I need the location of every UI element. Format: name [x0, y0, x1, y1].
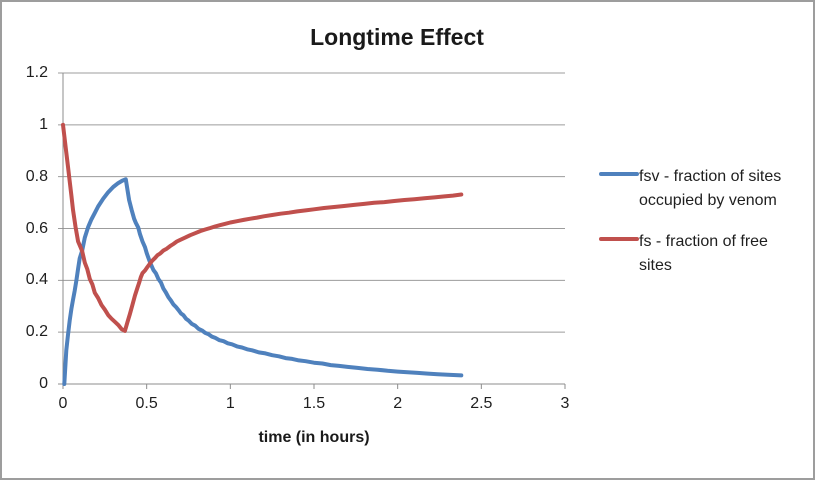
y-tick-label: 0	[39, 375, 48, 392]
x-tick-label: 2	[393, 395, 403, 412]
legend-item-label: fs - fraction of free sites	[639, 233, 768, 274]
series-line-fsv	[62, 177, 464, 386]
x-tick-label: 3	[560, 395, 570, 412]
legend: fsv - fraction of sites occupied by veno…	[599, 165, 799, 295]
legend-line-swatch	[599, 237, 639, 241]
x-tick-label: 0.5	[135, 395, 158, 412]
y-tick-label: 1	[39, 115, 48, 133]
y-tick-label: 1.2	[25, 64, 48, 81]
series-line-fs	[61, 122, 464, 333]
plot-area	[58, 72, 566, 389]
y-tick-label: 0.4	[25, 271, 48, 289]
y-tick-label: 0.6	[25, 219, 48, 237]
x-tick-label: 1	[225, 395, 235, 412]
x-tick-label: 0	[58, 395, 68, 412]
x-tick-label: 1.5	[302, 395, 326, 412]
legend-item-label: fsv - fraction of sites occupied by veno…	[639, 168, 782, 209]
legend-entry-fs: fs - fraction of free sites	[599, 230, 799, 278]
x-tick-label: 2.5	[470, 395, 493, 412]
legend-line-swatch	[599, 172, 639, 176]
chart-title: Longtime Effect	[310, 24, 484, 50]
y-tick-label: 0.8	[25, 167, 48, 185]
y-tick-label: 0.2	[25, 323, 48, 341]
legend-entry-fsv: fsv - fraction of sites occupied by veno…	[599, 165, 799, 213]
x-axis-title: time (in hours)	[258, 429, 370, 446]
